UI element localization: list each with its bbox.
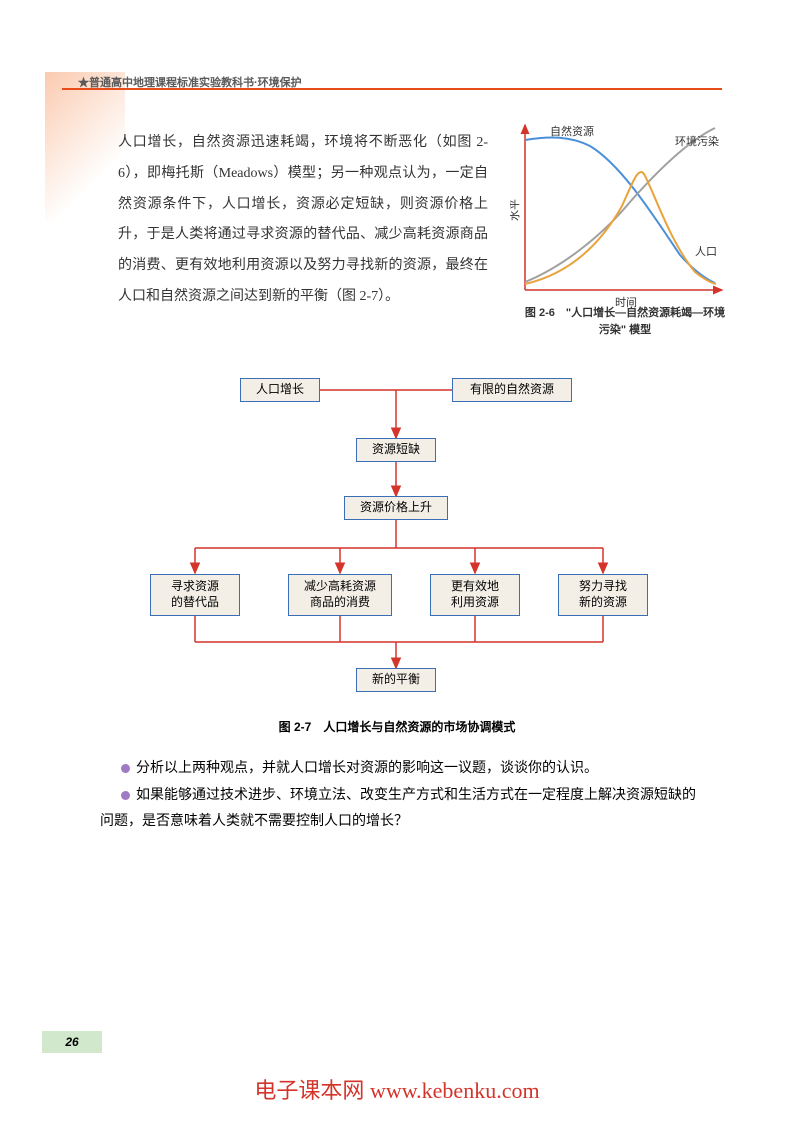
- flow-node-n6: 减少高耗资源 商品的消费: [288, 574, 392, 616]
- watermark-url: www.kebenku.com: [370, 1078, 540, 1103]
- label-population: 人口: [695, 245, 717, 258]
- discussion-bullets: 分析以上两种观点，并就人口增长对资源的影响这一议题，谈谈你的认识。 如果能够通过…: [100, 756, 708, 836]
- flow-node-n4: 资源价格上升: [344, 496, 448, 520]
- flowchart-2-7: 人口增长 有限的自然资源资源短缺资源价格上升寻求资源 的替代品 减少高耗资源 商品的…: [140, 378, 700, 718]
- flow-node-n5: 寻求资源 的替代品: [150, 574, 240, 616]
- label-pollution: 环境污染: [675, 134, 719, 148]
- flow-node-n7: 更有效地 利用资源: [430, 574, 520, 616]
- flow-node-n3: 资源短缺: [356, 438, 436, 462]
- flowchart-edges: [140, 378, 700, 708]
- header-gradient: [45, 72, 125, 222]
- flowchart-caption: 图 2-7 人口增长与自然资源的市场协调模式: [0, 718, 794, 735]
- flow-node-n1: 人口增长: [240, 378, 320, 402]
- flow-node-n9: 新的平衡: [356, 668, 436, 692]
- body-paragraph: 人口增长，自然资源迅速耗竭，环境将不断恶化（如图 2-6），即梅托斯（Meado…: [118, 128, 488, 313]
- watermark: 电子课本网 www.kebenku.com: [0, 1073, 794, 1105]
- bullet-icon: [121, 791, 130, 800]
- flow-node-n8: 努力寻找 新的资源: [558, 574, 648, 616]
- bullet-1: 分析以上两种观点，并就人口增长对资源的影响这一议题，谈谈你的认识。: [136, 761, 598, 776]
- label-resource: 自然资源: [550, 124, 594, 138]
- bullet-2: 如果能够通过技术进步、环境立法、改变生产方式和生活方式在一定程度上解决资源短缺的…: [100, 788, 696, 830]
- bullet-icon: [121, 764, 130, 773]
- flow-node-n2: 有限的自然资源: [452, 378, 572, 402]
- header-title: ★普通高中地理课程标准实验教科书·环境保护: [78, 74, 302, 90]
- page-number: 26: [42, 1031, 102, 1053]
- watermark-name: 电子课本网: [254, 1078, 364, 1103]
- ylabel: 水平: [510, 199, 521, 221]
- chart-svg: 自然资源 环境污染 人口 时间 水平: [510, 120, 730, 310]
- chart-2-6-caption: 图 2-6 "人口增长—自然资源耗竭—环境污染" 模型: [520, 305, 730, 338]
